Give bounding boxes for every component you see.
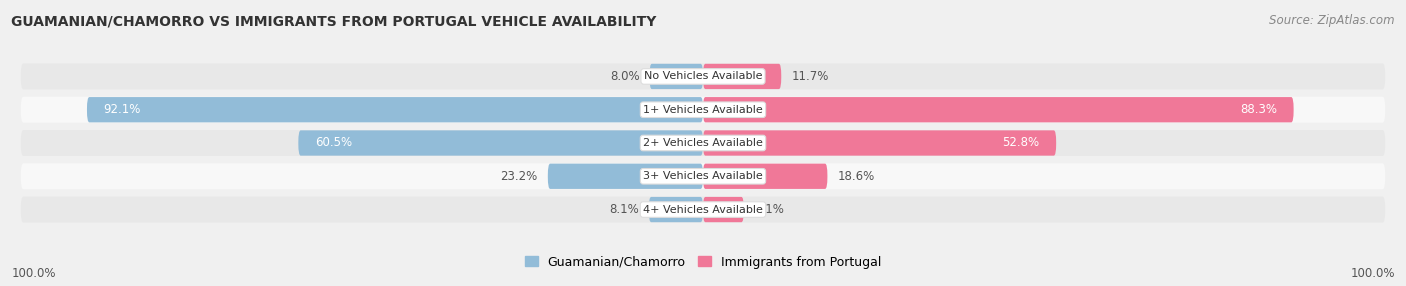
FancyBboxPatch shape bbox=[21, 97, 1385, 123]
FancyBboxPatch shape bbox=[703, 64, 782, 89]
Text: 18.6%: 18.6% bbox=[838, 170, 875, 183]
Text: 60.5%: 60.5% bbox=[315, 136, 352, 150]
FancyBboxPatch shape bbox=[703, 97, 1294, 122]
Text: 4+ Vehicles Available: 4+ Vehicles Available bbox=[643, 204, 763, 214]
FancyBboxPatch shape bbox=[548, 164, 703, 189]
FancyBboxPatch shape bbox=[87, 97, 703, 122]
FancyBboxPatch shape bbox=[703, 164, 827, 189]
FancyBboxPatch shape bbox=[703, 130, 1056, 156]
Text: 8.0%: 8.0% bbox=[610, 70, 640, 83]
Text: 92.1%: 92.1% bbox=[104, 103, 141, 116]
Text: 88.3%: 88.3% bbox=[1240, 103, 1277, 116]
FancyBboxPatch shape bbox=[650, 64, 703, 89]
Text: No Vehicles Available: No Vehicles Available bbox=[644, 72, 762, 82]
FancyBboxPatch shape bbox=[21, 63, 1385, 90]
Text: 100.0%: 100.0% bbox=[1350, 267, 1395, 280]
Text: 8.1%: 8.1% bbox=[609, 203, 638, 216]
Text: Source: ZipAtlas.com: Source: ZipAtlas.com bbox=[1270, 14, 1395, 27]
Text: GUAMANIAN/CHAMORRO VS IMMIGRANTS FROM PORTUGAL VEHICLE AVAILABILITY: GUAMANIAN/CHAMORRO VS IMMIGRANTS FROM PO… bbox=[11, 14, 657, 28]
FancyBboxPatch shape bbox=[648, 197, 703, 222]
FancyBboxPatch shape bbox=[21, 130, 1385, 156]
FancyBboxPatch shape bbox=[21, 196, 1385, 223]
Text: 11.7%: 11.7% bbox=[792, 70, 828, 83]
Text: 6.1%: 6.1% bbox=[754, 203, 783, 216]
FancyBboxPatch shape bbox=[21, 163, 1385, 189]
FancyBboxPatch shape bbox=[298, 130, 703, 156]
FancyBboxPatch shape bbox=[703, 197, 744, 222]
Text: 100.0%: 100.0% bbox=[11, 267, 56, 280]
Text: 3+ Vehicles Available: 3+ Vehicles Available bbox=[643, 171, 763, 181]
Text: 1+ Vehicles Available: 1+ Vehicles Available bbox=[643, 105, 763, 115]
Text: 23.2%: 23.2% bbox=[501, 170, 537, 183]
Text: 2+ Vehicles Available: 2+ Vehicles Available bbox=[643, 138, 763, 148]
Legend: Guamanian/Chamorro, Immigrants from Portugal: Guamanian/Chamorro, Immigrants from Port… bbox=[524, 255, 882, 269]
Text: 52.8%: 52.8% bbox=[1002, 136, 1039, 150]
